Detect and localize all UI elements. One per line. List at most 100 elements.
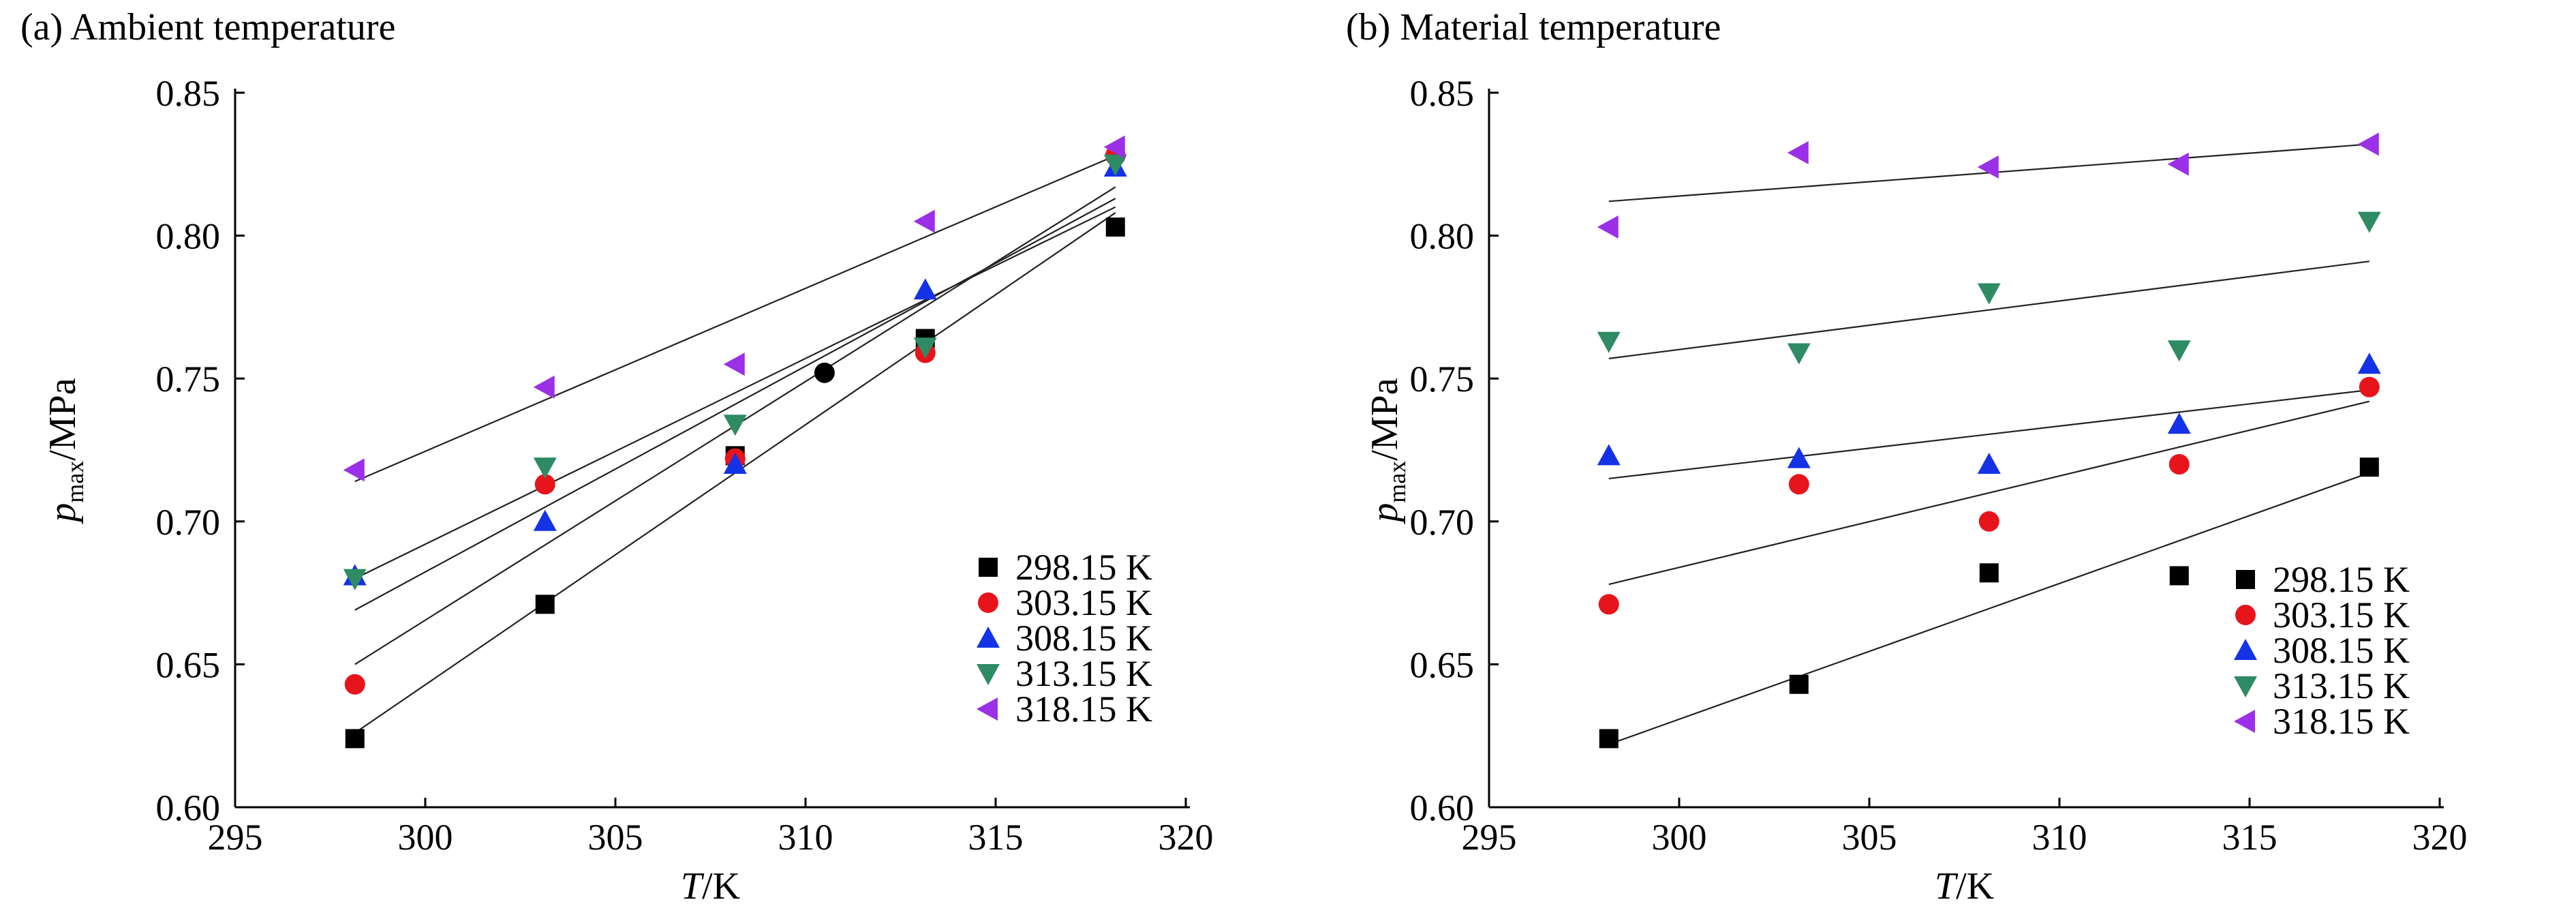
data-point <box>2169 566 2189 586</box>
data-point <box>1787 141 1809 165</box>
x-tick-label: 320 <box>1159 817 1214 858</box>
data-point <box>1598 594 1619 615</box>
legend-label: 303.15 K <box>2273 595 2410 635</box>
x-tick-label: 310 <box>778 817 833 858</box>
data-point <box>723 415 747 436</box>
y-tick-label: 0.75 <box>156 359 221 400</box>
x-tick-label: 315 <box>968 817 1024 858</box>
data-point <box>1787 343 1811 365</box>
data-point <box>1597 215 1619 239</box>
fit-line-29815 <box>1608 472 2370 745</box>
legend-marker <box>2235 605 2256 625</box>
legend-marker <box>977 697 998 721</box>
fit-line-31815 <box>354 155 1116 483</box>
y-tick-label: 0.70 <box>1410 502 1475 543</box>
data-point <box>913 278 937 300</box>
data-point <box>2167 152 2189 176</box>
legend-label: 318.15 K <box>1015 689 1152 730</box>
chart-title: (a) Ambient temperature <box>20 6 395 48</box>
legend-marker <box>978 592 998 613</box>
fit-line-30815 <box>354 198 1116 611</box>
data-point <box>2359 376 2380 397</box>
legend-label: 318.15 K <box>2273 701 2410 742</box>
legend-label: 313.15 K <box>2273 665 2410 706</box>
data-point <box>344 674 365 695</box>
data-point <box>723 352 745 376</box>
legend-marker <box>2234 710 2255 733</box>
fit-line-30815 <box>1608 389 2370 480</box>
data-point <box>1979 563 1999 583</box>
data-point <box>1599 729 1619 749</box>
data-point <box>1787 447 1811 468</box>
y-tick-label: 0.60 <box>1410 787 1475 828</box>
data-point <box>2167 340 2191 362</box>
x-axis-label: T/K <box>681 865 740 907</box>
fit-line-30315 <box>1608 400 2370 586</box>
data-point <box>1103 154 1127 176</box>
x-tick-label: 295 <box>208 817 263 858</box>
x-axis-label-unit: /K <box>1956 865 1994 907</box>
x-tick-label: 300 <box>398 817 453 858</box>
data-point <box>2357 132 2379 156</box>
legend-label: 298.15 K <box>2273 559 2410 600</box>
data-point <box>533 375 555 399</box>
data-point <box>2357 352 2381 374</box>
legend-label: 308.15 K <box>1015 618 1152 659</box>
data-point <box>1977 155 1999 179</box>
y-axis-label: pmax/MPa <box>1364 378 1411 524</box>
data-point <box>1103 135 1125 159</box>
data-point <box>1788 474 1809 495</box>
data-point <box>913 209 935 233</box>
x-tick-label: 305 <box>588 817 643 858</box>
x-tick-label: 310 <box>2032 817 2087 858</box>
x-axis-label-var: T <box>1935 865 1959 907</box>
y-tick-label: 0.85 <box>156 73 221 114</box>
legend-label: 303.15 K <box>1015 582 1152 623</box>
data-point <box>2357 211 2381 233</box>
legend-marker <box>2236 570 2255 589</box>
x-tick-label: 300 <box>1652 817 1707 858</box>
x-axis-label-var: T <box>681 865 705 907</box>
y-axis-label-unit: /MPa <box>42 378 84 460</box>
legend-label: 313.15 K <box>1015 653 1152 694</box>
data-point <box>1978 511 1999 532</box>
data-point <box>1597 444 1621 466</box>
legend-label: 298.15 K <box>1015 547 1152 588</box>
legend-label: 308.15 K <box>2273 630 2410 671</box>
data-point <box>2359 457 2379 477</box>
data-point <box>1977 283 2001 305</box>
data-point <box>1597 331 1621 353</box>
data-point <box>913 337 937 359</box>
y-tick-label: 0.65 <box>1410 644 1475 685</box>
data-point <box>533 509 557 531</box>
data-point <box>534 474 555 495</box>
fit-line-31315 <box>354 206 1116 580</box>
fit-line-31315 <box>1608 260 2370 359</box>
legend-marker <box>2234 676 2257 697</box>
y-tick-label: 0.80 <box>156 216 221 257</box>
y-axis-label-var: p <box>42 503 84 525</box>
data-point <box>345 729 365 749</box>
data-point <box>533 457 557 479</box>
x-axis-label: T/K <box>1935 865 1994 907</box>
chart-panel-b: (b) Material temperature 295 300 305 310 315 3… <box>1346 6 2468 907</box>
y-tick-label: 0.70 <box>156 502 221 543</box>
x-tick-label: 315 <box>2222 817 2278 858</box>
x-axis-label-unit: /K <box>702 865 740 907</box>
data-point <box>1789 674 1809 694</box>
x-tick-label: 305 <box>1842 817 1897 858</box>
data-point <box>535 595 555 614</box>
legend-marker <box>977 627 1000 648</box>
data-point <box>723 452 747 474</box>
data-point <box>343 569 367 590</box>
y-tick-label: 0.75 <box>1410 359 1475 400</box>
y-tick-label: 0.80 <box>1410 216 1475 257</box>
y-axis-label-unit: /MPa <box>1364 378 1406 460</box>
data-point <box>814 362 835 383</box>
y-tick-label: 0.65 <box>156 644 221 685</box>
legend-marker <box>977 664 1000 685</box>
y-axis-label-var: p <box>1364 503 1406 525</box>
